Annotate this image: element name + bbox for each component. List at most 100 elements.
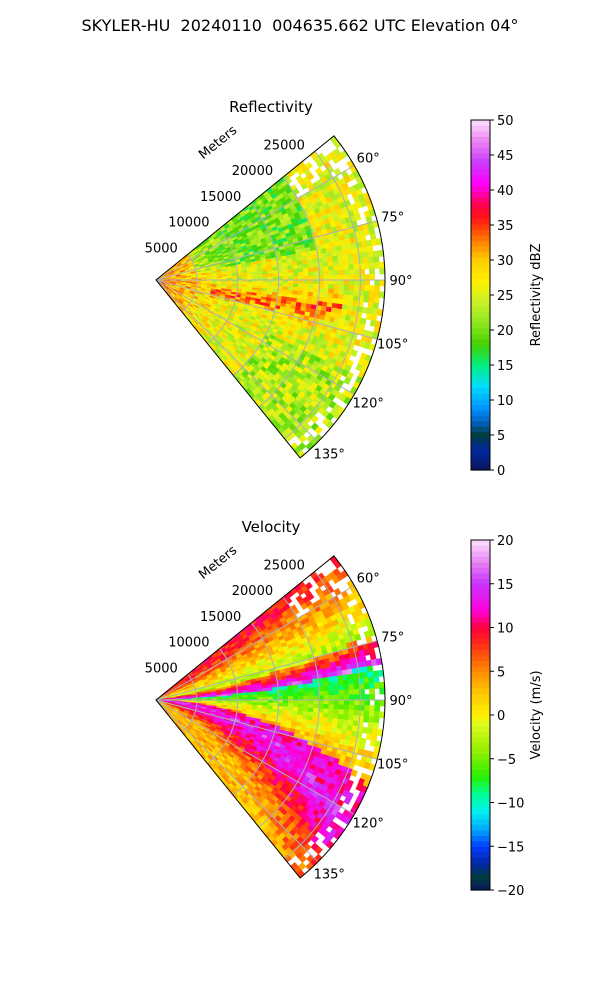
heatmap-cell bbox=[379, 279, 386, 287]
heatmap-cell bbox=[328, 704, 335, 710]
heatmap-cell bbox=[328, 284, 335, 290]
heatmap-cell bbox=[312, 262, 319, 268]
heatmap-cell bbox=[378, 261, 386, 269]
range-ring bbox=[258, 176, 321, 408]
heatmap-cell bbox=[287, 696, 294, 701]
heatmap-cell bbox=[292, 268, 299, 274]
heatmap-cell bbox=[353, 263, 360, 270]
heatmap-cell bbox=[307, 267, 314, 273]
heatmap-cell bbox=[353, 295, 360, 302]
heatmap-cell bbox=[303, 271, 309, 277]
colorbar-bin bbox=[471, 267, 490, 274]
heatmap-cell bbox=[352, 253, 359, 260]
colorbar-bin bbox=[471, 152, 490, 159]
heatmap-cell bbox=[328, 699, 335, 705]
heatmap-cell bbox=[369, 705, 376, 712]
heatmap-cell bbox=[328, 275, 335, 281]
heatmap-cell bbox=[378, 681, 386, 689]
heatmap-cell bbox=[373, 291, 380, 298]
heatmap-cell bbox=[362, 251, 369, 259]
heatmap-cell bbox=[328, 685, 335, 692]
colorbar-bin bbox=[471, 366, 490, 373]
heatmap-cell bbox=[302, 687, 309, 693]
colorbar-tick-label: 15 bbox=[497, 359, 514, 374]
heatmap-cell bbox=[282, 283, 289, 288]
heatmap-cell bbox=[293, 275, 299, 281]
heatmap-cell bbox=[282, 276, 289, 281]
colorbar-bin bbox=[471, 223, 490, 230]
heatmap-cell bbox=[292, 283, 299, 288]
heatmap-cell bbox=[352, 300, 359, 307]
colorbar-bin bbox=[471, 278, 490, 285]
heatmap-cell bbox=[293, 695, 299, 701]
colorbar-bin bbox=[471, 141, 490, 148]
heatmap-cell bbox=[369, 688, 376, 695]
colorbar-bin bbox=[471, 147, 490, 154]
heatmap-cell bbox=[313, 271, 320, 277]
heatmap-cell bbox=[333, 690, 340, 696]
colorbar-label: Reflectivity dBZ bbox=[529, 244, 544, 347]
colorbar-tick-label: 20 bbox=[497, 324, 514, 339]
heatmap-cell bbox=[368, 676, 375, 684]
colorbar-bin bbox=[471, 327, 490, 334]
colorbar-bin bbox=[471, 130, 490, 138]
heatmap-cell bbox=[347, 258, 355, 266]
heatmap-cell bbox=[347, 253, 354, 261]
heatmap-cell bbox=[343, 376, 352, 385]
heatmap-cell bbox=[287, 279, 294, 284]
heatmap-cell bbox=[333, 270, 340, 276]
heatmap-cell bbox=[267, 693, 274, 698]
heatmap-cell bbox=[308, 695, 315, 701]
colorbar-bin bbox=[471, 169, 490, 176]
heatmap-cell bbox=[323, 266, 330, 272]
colorbar-tick-label: 35 bbox=[497, 219, 514, 234]
heatmap-cell bbox=[308, 283, 315, 289]
heatmap-cell bbox=[349, 279, 355, 286]
heatmap-cell bbox=[373, 262, 380, 269]
heatmap-cell bbox=[353, 290, 360, 297]
heatmap-cell bbox=[348, 709, 355, 716]
heatmap-cell bbox=[363, 710, 370, 718]
heatmap-cell bbox=[337, 714, 345, 721]
colorbar-tick-label: 50 bbox=[497, 114, 514, 129]
heatmap-cell bbox=[302, 287, 309, 293]
heatmap-cell bbox=[349, 274, 355, 281]
heatmap-cell bbox=[364, 285, 370, 292]
heatmap-cell bbox=[328, 270, 335, 276]
heatmap-cell bbox=[342, 254, 349, 261]
heatmap-cell bbox=[333, 699, 340, 706]
heatmap-cell bbox=[333, 704, 340, 710]
azimuth-line bbox=[155, 220, 378, 281]
heatmap-cell bbox=[312, 707, 319, 714]
colorbar-bin bbox=[471, 393, 490, 400]
heatmap-cell bbox=[282, 279, 289, 284]
colorbar-bin bbox=[471, 191, 490, 198]
radial-tick-label: 20000 bbox=[232, 164, 273, 179]
heatmap-cell bbox=[338, 709, 345, 716]
heatmap-cell bbox=[332, 293, 339, 300]
heatmap-cell bbox=[307, 687, 314, 693]
colorbar-bin bbox=[471, 163, 490, 170]
heatmap-cell bbox=[364, 699, 371, 706]
heatmap-cell bbox=[308, 699, 315, 705]
azimuth-tick-label: 105° bbox=[377, 337, 408, 352]
heatmap-cell bbox=[363, 262, 370, 270]
colorbar-bin bbox=[471, 245, 490, 252]
heatmap-cell bbox=[332, 255, 339, 262]
heatmap-cell bbox=[379, 699, 386, 707]
colorbar-bin bbox=[471, 234, 490, 241]
heatmap-cell bbox=[338, 264, 345, 271]
heatmap-cell bbox=[333, 709, 340, 715]
heatmap-cell bbox=[332, 680, 339, 687]
heatmap-cell bbox=[312, 287, 319, 294]
azimuth-tick-label: 60° bbox=[357, 151, 380, 166]
heatmap-cell bbox=[297, 271, 304, 277]
colorbar-bin bbox=[471, 218, 490, 225]
colorbar-bin bbox=[471, 382, 490, 389]
heatmap-cell bbox=[327, 293, 334, 299]
heatmap-cell bbox=[333, 265, 340, 271]
heatmap-cell bbox=[303, 691, 309, 697]
heatmap-cell bbox=[349, 699, 355, 706]
heatmap-cell bbox=[379, 687, 386, 695]
heatmap-cell bbox=[306, 592, 315, 601]
